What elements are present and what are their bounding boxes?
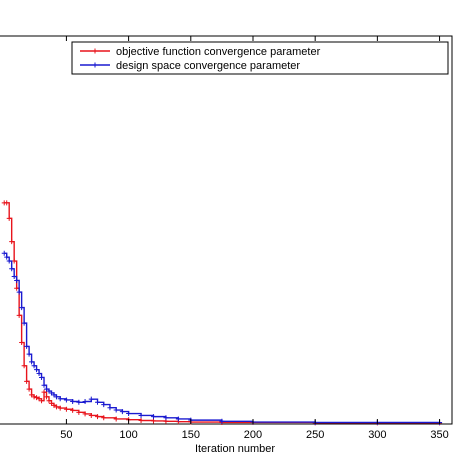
data-point <box>76 409 82 415</box>
data-point <box>9 239 15 245</box>
series-line <box>4 202 440 424</box>
x-tick-label: 150 <box>182 429 200 441</box>
series-2 <box>1 250 443 425</box>
data-point <box>39 374 45 380</box>
data-point <box>82 398 88 404</box>
data-point <box>14 285 20 291</box>
data-point <box>175 416 181 422</box>
x-tick-label: 350 <box>430 429 448 441</box>
data-point <box>163 415 169 421</box>
data-point <box>101 415 107 421</box>
data-point <box>46 398 52 404</box>
data-point <box>44 394 50 400</box>
x-axis-ticks: 50 100 150 200 250 300 350 <box>60 36 449 441</box>
series-layer <box>1 200 443 426</box>
data-point <box>70 398 76 404</box>
data-point <box>138 418 144 424</box>
data-point <box>6 215 12 221</box>
data-point <box>126 411 132 417</box>
axes-frame <box>0 35 453 425</box>
data-point <box>95 414 101 420</box>
legend-entry-label: design space convergence parameter <box>116 60 300 72</box>
data-point <box>11 274 17 280</box>
x-tick-label: 250 <box>306 429 324 441</box>
x-tick-label: 50 <box>60 429 72 441</box>
data-point <box>39 398 45 404</box>
x-axis-label: Iteration number <box>195 443 275 455</box>
data-point <box>26 386 32 392</box>
data-point <box>95 399 101 405</box>
data-point <box>150 414 156 420</box>
data-point <box>53 404 59 410</box>
data-point <box>19 340 25 346</box>
data-point <box>101 402 107 408</box>
data-point <box>70 407 76 413</box>
data-point <box>34 367 40 373</box>
data-point <box>113 416 119 422</box>
data-point <box>119 409 125 415</box>
data-point <box>21 320 27 326</box>
data-point <box>26 351 32 357</box>
data-point <box>53 394 59 400</box>
data-point <box>16 312 22 318</box>
data-point <box>19 305 25 311</box>
data-point <box>219 418 225 424</box>
data-point <box>82 411 88 417</box>
data-point <box>63 397 69 403</box>
legend-swatch-marker <box>92 62 98 68</box>
data-point <box>11 258 17 264</box>
legend-entry-label: objective function convergence parameter <box>116 46 321 58</box>
data-point <box>41 382 47 388</box>
data-point <box>88 396 94 402</box>
data-point <box>14 277 20 283</box>
plot-area-border <box>0 35 453 425</box>
data-point <box>88 412 94 418</box>
legend-swatch-marker <box>92 48 98 54</box>
data-point <box>63 406 69 412</box>
data-point <box>31 363 37 369</box>
x-tick-label: 100 <box>119 429 137 441</box>
data-point <box>150 418 156 424</box>
series-1 <box>1 200 443 426</box>
data-point <box>138 412 144 418</box>
series-line <box>4 252 440 424</box>
data-point <box>76 399 82 405</box>
x-tick-label: 300 <box>368 429 386 441</box>
data-point <box>113 407 119 413</box>
data-point <box>107 405 113 411</box>
data-point <box>1 250 7 256</box>
data-point <box>41 389 47 395</box>
data-point <box>16 289 22 295</box>
data-point <box>4 254 10 260</box>
data-point <box>36 371 42 377</box>
data-point <box>24 343 30 349</box>
data-point <box>31 394 37 400</box>
data-point <box>29 359 35 365</box>
data-point <box>9 266 15 272</box>
data-point <box>57 396 63 402</box>
legend-box <box>71 41 449 75</box>
data-point <box>34 395 40 401</box>
data-point <box>21 363 27 369</box>
x-tick-label: 200 <box>244 429 262 441</box>
data-point <box>24 378 30 384</box>
data-point <box>6 258 12 264</box>
legend: objective function convergence parameter… <box>71 41 449 75</box>
data-point <box>4 200 10 206</box>
data-point <box>57 405 63 411</box>
